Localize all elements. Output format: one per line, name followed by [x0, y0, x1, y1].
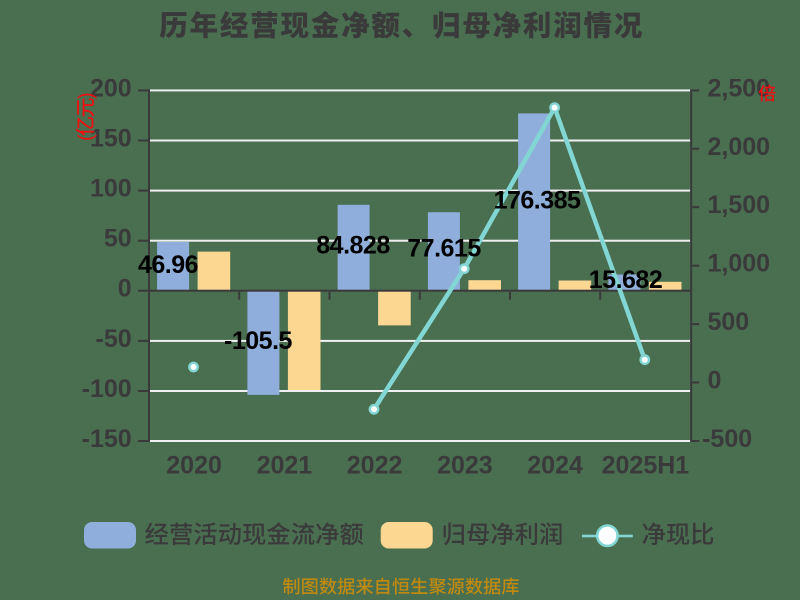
svg-text:2,000: 2,000: [708, 133, 771, 161]
svg-text:1,000: 1,000: [708, 250, 771, 278]
svg-text:2024: 2024: [527, 452, 583, 480]
svg-text:84.828: 84.828: [316, 232, 390, 260]
svg-text:-50: -50: [96, 325, 132, 353]
svg-text:2020: 2020: [166, 452, 222, 480]
svg-text:77.615: 77.615: [407, 235, 481, 263]
svg-text:176.385: 176.385: [494, 187, 581, 215]
svg-text:15.682: 15.682: [589, 266, 662, 294]
svg-text:0: 0: [118, 275, 132, 303]
svg-text:2021: 2021: [257, 452, 313, 480]
svg-text:150: 150: [90, 125, 132, 153]
svg-text:200: 200: [90, 74, 132, 102]
svg-text:2023: 2023: [437, 452, 493, 480]
svg-text:-100: -100: [82, 375, 132, 403]
svg-text:2025H1: 2025H1: [602, 452, 690, 480]
svg-text:50: 50: [104, 225, 132, 253]
svg-text:46.96: 46.96: [138, 251, 198, 279]
svg-text:2,500: 2,500: [708, 74, 771, 102]
svg-text:-500: -500: [702, 425, 752, 453]
svg-text:0: 0: [708, 367, 722, 395]
svg-text:(: (: [76, 134, 98, 141]
svg-text:500: 500: [708, 308, 750, 336]
svg-text:100: 100: [90, 175, 132, 203]
svg-text:-150: -150: [82, 425, 132, 453]
svg-text:): ): [76, 92, 98, 99]
svg-text:2022: 2022: [347, 452, 403, 480]
svg-text:-105.5: -105.5: [224, 327, 292, 355]
svg-text:1,500: 1,500: [708, 191, 771, 219]
